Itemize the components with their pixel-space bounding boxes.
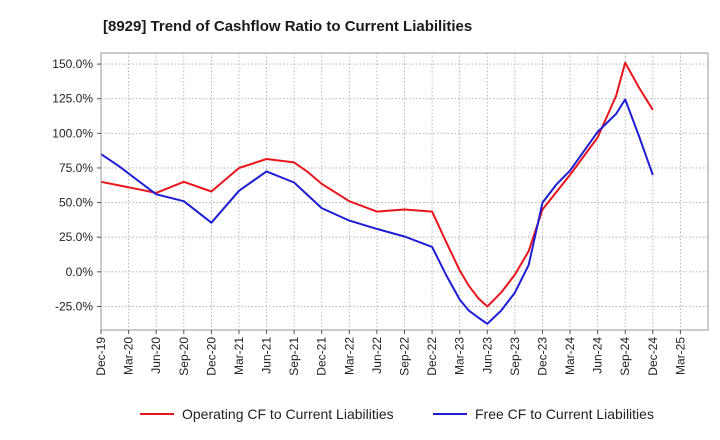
y-tick-label: 75.0% bbox=[59, 161, 93, 175]
x-tick-label: Dec-22 bbox=[425, 337, 439, 376]
y-tick-label: -25.0% bbox=[55, 299, 93, 313]
y-tick-label: 25.0% bbox=[59, 230, 93, 244]
series-line-1 bbox=[100, 61, 654, 308]
y-tick-label: 50.0% bbox=[59, 196, 93, 210]
x-tick-label: Jun-22 bbox=[370, 337, 384, 374]
series-line-2 bbox=[100, 98, 654, 325]
x-tick-label: Sep-22 bbox=[398, 337, 412, 376]
x-tick-label: Sep-20 bbox=[177, 337, 191, 376]
y-tick-label: 125.0% bbox=[52, 92, 93, 106]
x-tick-label: Dec-20 bbox=[204, 337, 218, 376]
x-tick-label: Sep-24 bbox=[618, 337, 632, 376]
y-tick-label: 100.0% bbox=[52, 126, 93, 140]
x-tick-label: Dec-21 bbox=[315, 337, 329, 376]
x-tick-label: Mar-23 bbox=[453, 337, 467, 375]
y-tick-label: 150.0% bbox=[52, 57, 93, 71]
x-tick-label: Mar-24 bbox=[563, 337, 577, 375]
series-lines bbox=[100, 61, 654, 325]
x-tick-label: Dec-19 bbox=[94, 337, 108, 376]
x-tick-label: Sep-21 bbox=[287, 337, 301, 376]
chart-title: [8929] Trend of Cashflow Ratio to Curren… bbox=[103, 18, 472, 35]
legend: Operating CF to Current Liabilities Free … bbox=[140, 406, 654, 422]
x-tick-label: Mar-22 bbox=[342, 337, 356, 375]
y-tick-label: 0.0% bbox=[66, 265, 94, 279]
x-tick-label: Jun-24 bbox=[591, 337, 605, 374]
x-axis-ticks: Dec-19 Mar-20 Jun-20 Sep-20 Dec-20 Mar-21 Jun-… bbox=[94, 330, 687, 376]
x-tick-label: Mar-25 bbox=[673, 337, 687, 375]
x-tick-label: Sep-23 bbox=[508, 337, 522, 376]
x-tick-label: Dec-24 bbox=[646, 337, 660, 376]
y-axis-ticks: 150.0% 125.0% 100.0% 75.0% 50.0% 25.0% 0.0% -25… bbox=[52, 57, 101, 313]
x-tick-label: Dec-23 bbox=[535, 337, 549, 376]
x-tick-label: Jun-20 bbox=[149, 337, 163, 374]
x-tick-label: Mar-20 bbox=[122, 337, 136, 375]
legend-label-1: Operating CF to Current Liabilities bbox=[182, 406, 394, 422]
x-tick-label: Mar-21 bbox=[232, 337, 246, 375]
x-tick-label: Jun-23 bbox=[480, 337, 494, 374]
legend-label-2: Free CF to Current Liabilities bbox=[475, 406, 654, 422]
x-tick-label: Jun-21 bbox=[260, 337, 274, 374]
